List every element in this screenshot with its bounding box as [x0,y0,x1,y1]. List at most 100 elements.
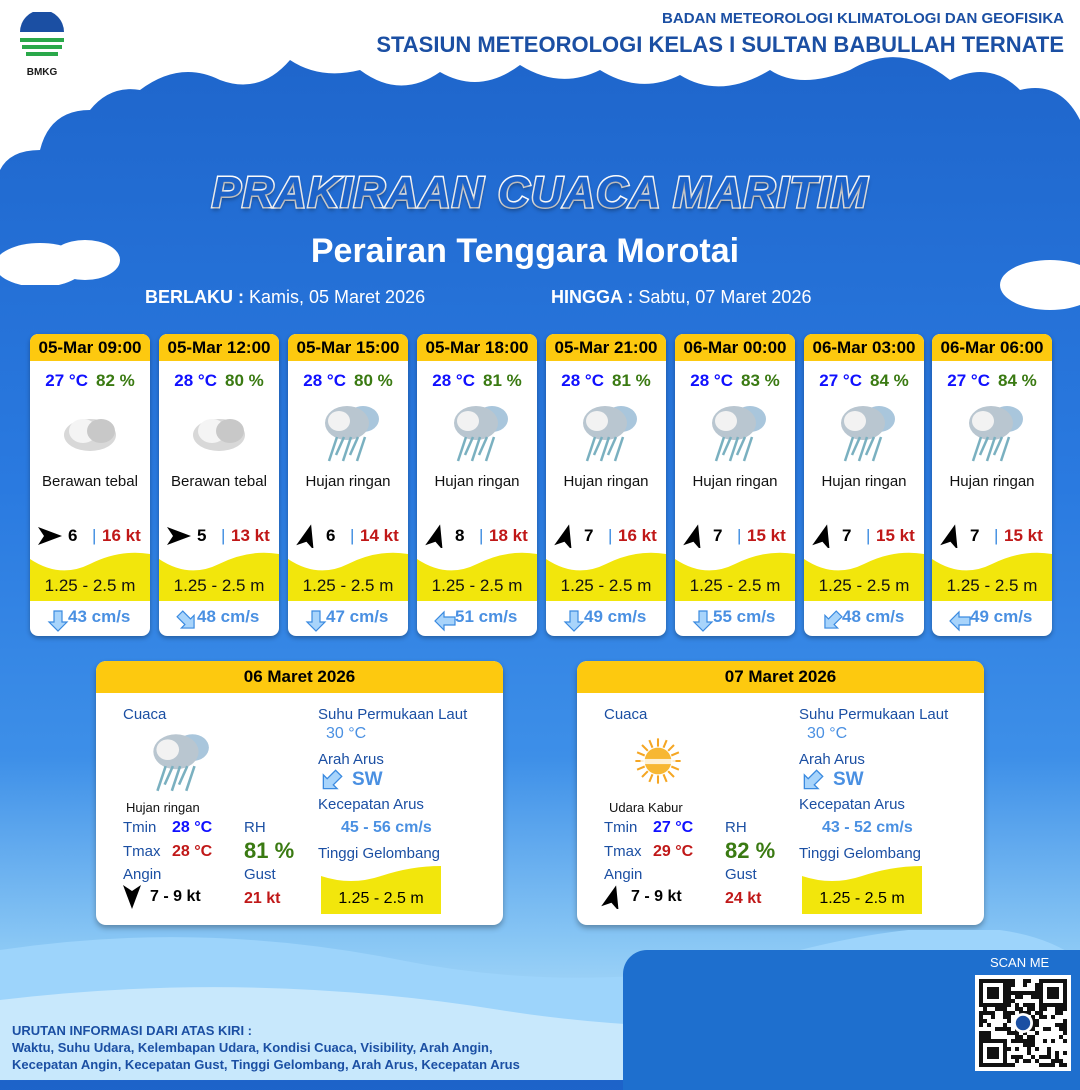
legend-line: Waktu, Suhu Udara, Kelembapan Udara, Kon… [12,1040,493,1055]
current-speed-label: Kecepatan Arus [799,796,905,813]
forecast-card: 05-Mar 21:00 28 °C 81 % Hujan ringan 7 | 16… [546,334,666,636]
forecast-time: 05-Mar 18:00 [417,334,537,361]
wave-height-value: 1.25 - 2.5 m [946,576,1038,595]
sst-label: Suhu Permukaan Laut [318,706,468,723]
wind-label: Angin [123,866,162,883]
wave-height: 1.25 - 2.5 m [804,549,924,601]
divider: | [994,526,999,545]
current-speed-value: 45 - 56 cm/s [341,819,432,836]
wave-height-value: 1.25 - 2.5 m [819,890,905,907]
weather-condition: Hujan ringan [821,473,907,490]
current-direction-icon [318,768,344,799]
forecast-time: 05-Mar 15:00 [288,334,408,361]
wind-direction-icon [599,885,627,914]
current-direction-icon [799,768,825,799]
wave-height: 1.25 - 2.5 m [30,549,150,601]
wind-speed: 8 [455,526,465,545]
valid-to-label: HINGGA : [551,287,634,307]
gust-speed: 13 kt [231,526,270,545]
light-rain-icon [969,406,1023,462]
current-speed: 51 cm/s [455,607,518,626]
forecast-time: 05-Mar 09:00 [30,334,150,361]
wave-height: 1.25 - 2.5 m [802,866,922,914]
air-temperature: 28 °C [432,371,475,390]
weather-condition: Berawan tebal [171,473,267,490]
cloud-decoration [0,240,120,285]
wind-speed: 7 [584,526,594,545]
forecast-time: 06-Mar 00:00 [675,334,795,361]
current-speed: 49 cm/s [584,607,647,626]
sst-label: Suhu Permukaan Laut [799,706,949,723]
forecast-card: 05-Mar 12:00 28 °C 80 % Berawan tebal 5 | 1… [159,334,279,636]
air-temperature: 28 °C [303,371,346,390]
light-rain-icon [153,734,209,792]
valid-from: BERLAKU : Kamis, 05 Maret 2026 [145,287,425,308]
light-rain-icon [454,406,508,462]
rh-value: 81 % [244,838,295,863]
air-temperature: 27 °C [45,371,88,390]
forecast-time: 05-Mar 12:00 [159,334,279,361]
air-temperature: 27 °C [947,371,990,390]
weather-condition: Hujan ringan [692,473,778,490]
gust-speed: 16 kt [618,526,657,545]
humidity: 81 % [611,371,651,390]
wind-speed: 6 [326,526,336,545]
gust-label: Gust [244,866,276,883]
gust-speed: 18 kt [489,526,528,545]
bmkg-logo: BMKG [14,10,70,78]
forecast-card: 05-Mar 18:00 28 °C 81 % Hujan ringan 8 | 18… [417,334,537,636]
org-name: BADAN METEOROLOGI KLIMATOLOGI DAN GEOFIS… [662,10,1064,27]
wave-height: 1.25 - 2.5 m [932,549,1052,601]
scan-me-label: SCAN ME [990,955,1050,970]
weather-condition: Hujan ringan [434,473,520,490]
humidity: 80 % [224,371,264,390]
wave-height-value: 1.25 - 2.5 m [431,576,523,595]
tmax-value: 28 °C [172,843,213,860]
forecast-time: 06-Mar 03:00 [804,334,924,361]
divider: | [350,526,355,545]
tmax-label: Tmax [604,843,642,860]
divider: | [737,526,742,545]
forecast-card: 05-Mar 09:00 27 °C 82 % Berawan tebal 6 | 1… [30,334,150,636]
forecast-card: 06-Mar 03:00 27 °C 84 % Hujan ringan 7 | 15… [804,334,924,636]
current-speed: 47 cm/s [326,607,389,626]
forecast-time: 06-Mar 06:00 [932,334,1052,361]
rh-value: 82 % [725,838,776,863]
current-speed-label: Kecepatan Arus [318,796,424,813]
qr-code[interactable] [975,975,1071,1071]
info-legend: URUTAN INFORMASI DARI ATAS KIRI : Waktu,… [12,1022,520,1073]
humidity: 84 % [997,371,1037,390]
wind-value: 7 - 9 kt [150,888,201,905]
air-temperature: 28 °C [174,371,217,390]
legend-heading: URUTAN INFORMASI DARI ATAS KIRI : [12,1023,252,1038]
area-name: Perairan Tenggara Morotai [310,232,740,270]
daily-summary: 07 Maret 2026 Cuaca Udara Kabur Tmin 27 … [577,661,984,925]
wind-speed: 7 [970,526,980,545]
summary-date: 07 Maret 2026 [577,661,984,693]
air-temperature: 28 °C [690,371,733,390]
current-speed: 43 cm/s [68,607,131,626]
wind-label: Angin [604,866,643,883]
tmin-value: 27 °C [653,819,694,836]
light-rain-icon [712,406,766,462]
divider: | [479,526,484,545]
weather-condition: Hujan ringan [305,473,391,490]
station-name: STASIUN METEOROLOGI KELAS I SULTAN BABUL… [376,32,1064,57]
humidity: 82 % [95,371,135,390]
light-rain-icon [841,406,895,462]
air-temperature: 27 °C [819,371,862,390]
current-direction-value: SW [352,769,383,790]
wind-speed: 7 [842,526,852,545]
wave-height-value: 1.25 - 2.5 m [689,576,781,595]
weather-condition: Hujan ringan [126,800,200,815]
forecast-time: 05-Mar 21:00 [546,334,666,361]
divider: | [608,526,613,545]
divider: | [221,526,226,545]
wave-height: 1.25 - 2.5 m [546,549,666,601]
gust-label: Gust [725,866,757,883]
valid-from-label: BERLAKU : [145,287,244,307]
wave-height: 1.25 - 2.5 m [321,866,441,914]
gust-speed: 15 kt [747,526,786,545]
wave-height-value: 1.25 - 2.5 m [560,576,652,595]
rh-label: RH [725,819,747,836]
